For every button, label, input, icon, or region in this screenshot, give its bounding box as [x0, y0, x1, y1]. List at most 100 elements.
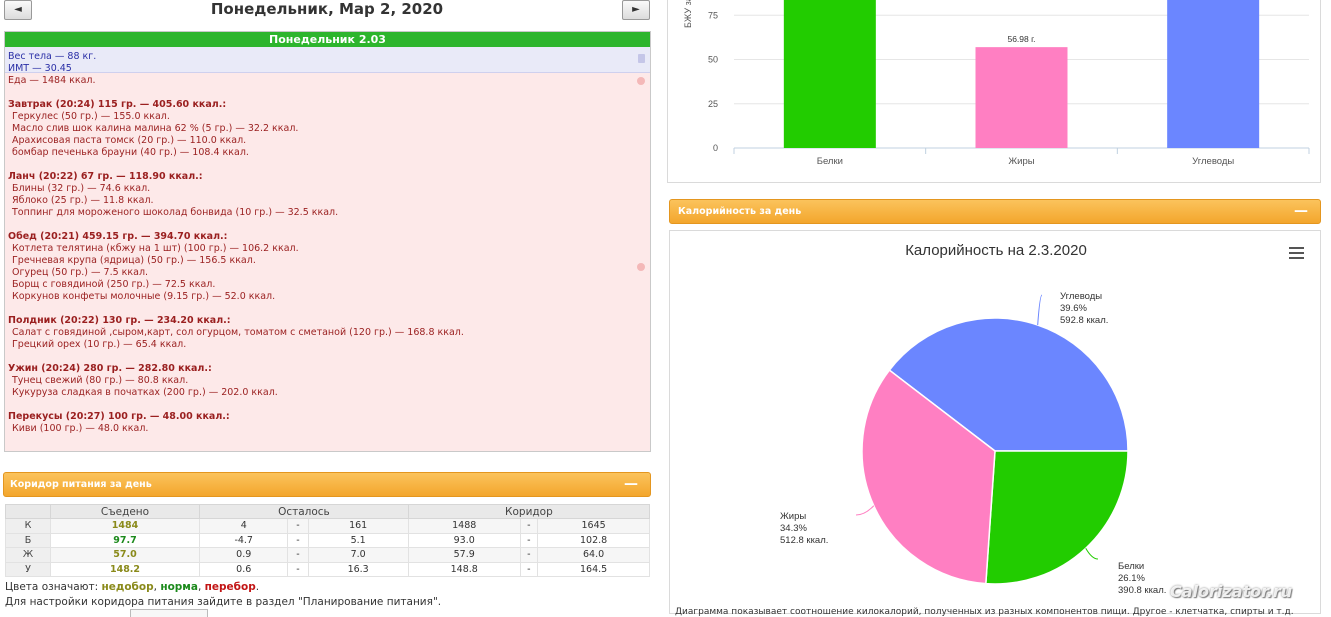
slice-label: 512.8 ккал. — [780, 535, 828, 546]
legend-norm: норма — [160, 581, 198, 593]
slice-label: 390.8 ккал. — [1118, 585, 1166, 596]
legend-end: . — [255, 581, 260, 593]
next-day-button[interactable]: ► — [622, 0, 650, 20]
range-dash: - — [519, 547, 539, 563]
food-item[interactable]: Топпинг для мороженого шоколад бонвида (… — [12, 207, 339, 218]
meal-block: Завтрак (20:24) 115 гр. — 405.60 ккал.: Г… — [8, 99, 650, 159]
food-item[interactable]: Блины (32 гр.) — 74.6 ккал. — [12, 183, 151, 194]
slice-label: 34.3% — [780, 523, 807, 534]
eaten-value: 57.0 — [50, 547, 200, 563]
food-item[interactable]: Котлета телятина (кбжу на 1 шт) (100 гр.… — [12, 243, 299, 254]
slice-label: Белки — [1118, 561, 1144, 572]
corridor-max: 102.8 — [537, 532, 650, 548]
eaten-value: 148.2 — [50, 561, 200, 577]
column-header: Осталось — [199, 504, 409, 519]
food-item[interactable]: Гречневая крупа (ядрица) (50 гр.) — 156.… — [12, 255, 256, 266]
food-item[interactable]: Кукуруза сладкая в початках (200 гр.) — … — [12, 387, 278, 398]
color-legend: Цвета означают: недобор, норма, перебор. — [5, 581, 259, 593]
food-item[interactable]: Киви (100 гр.) — 48.0 ккал. — [12, 423, 149, 434]
corridor-min: 57.9 — [407, 547, 521, 563]
slice-label: Углеводы — [1060, 291, 1102, 302]
corridor-max: 1645 — [537, 518, 650, 534]
calories-pie-chart: Калорийность на 2.3.2020 Углеводы39.6%592… — [780, 242, 1166, 596]
settings-note: Для настройки коридора питания зайдите в… — [5, 596, 442, 608]
eaten-value: 97.7 — [50, 532, 200, 548]
food-item[interactable]: Салат с говядиной ,сыром,карт, сол огурц… — [12, 327, 464, 338]
corridor-min: 148.8 — [407, 561, 521, 577]
menu-icon[interactable] — [1289, 247, 1304, 259]
pie-slice[interactable] — [861, 369, 996, 585]
connector-line — [1085, 547, 1099, 560]
legend-prefix: Цвета означают: — [5, 581, 99, 593]
table-row: К 1484 4-161 1488-1645 — [5, 518, 650, 534]
bar[interactable] — [975, 47, 1068, 148]
slice-label: 592.8 ккал. — [1060, 315, 1108, 326]
collapse-icon[interactable]: — — [1294, 203, 1308, 219]
calories-panel-header[interactable]: Калорийность за день — — [669, 199, 1321, 224]
delete-icon[interactable] — [637, 77, 645, 85]
meal-title[interactable]: Перекусы (20:27) 100 гр. — 48.00 ккал.: — [8, 411, 230, 422]
meal-block: Ланч (20:22) 67 гр. — 118.90 ккал.: Блины… — [8, 171, 650, 219]
x-tick-label: Жиры — [1008, 156, 1034, 167]
food-item[interactable]: бомбар печенька брауни (40 гр.) — 108.4 … — [12, 147, 249, 158]
food-item[interactable]: Арахисовая паста томск (20 гр.) — 110.0 … — [12, 135, 247, 146]
food-item[interactable]: Яблоко (25 гр.) — 11.8 ккал. — [12, 195, 154, 206]
delete-icon[interactable] — [638, 54, 645, 63]
range-dash: - — [519, 518, 539, 534]
collapse-icon[interactable]: — — [624, 476, 638, 492]
chart-note: Диаграмма показывает соотношение килокал… — [675, 607, 1294, 617]
corridor-min: 93.0 — [407, 532, 521, 548]
y-tick-label: 0 — [713, 143, 718, 153]
data-label: 56.98 г. — [1007, 34, 1035, 44]
eaten-value: 1484 — [50, 518, 200, 534]
corridor-panel-header[interactable]: Коридор питания за день — — [3, 472, 651, 497]
x-tick-label: Белки — [817, 156, 843, 167]
tab-stub[interactable] — [130, 609, 208, 617]
food-item[interactable]: Геркулес (50 гр.) — 155.0 ккал. — [12, 111, 170, 122]
slice-label: 26.1% — [1118, 573, 1145, 584]
y-axis-label: БЖУ за день — [683, 0, 693, 28]
bmi-value: ИМТ — 30.45 — [8, 63, 72, 74]
meal-block: Полдник (20:22) 130 гр. — 234.20 ккал.: С… — [8, 315, 650, 351]
remaining-max: 161 — [307, 518, 409, 534]
connector-line — [855, 505, 875, 516]
corridor-max: 164.5 — [537, 561, 650, 577]
slice-label: 39.6% — [1060, 303, 1087, 314]
pie-slice[interactable] — [888, 317, 1129, 452]
food-item[interactable]: Коркунов конфеты молочные (9.15 гр.) — 5… — [12, 291, 276, 302]
meal-title[interactable]: Завтрак (20:24) 115 гр. — 405.60 ккал.: — [8, 99, 227, 110]
remaining-max: 7.0 — [307, 547, 409, 563]
watermark: Calorizator.ru — [1170, 582, 1293, 601]
meal-list: Завтрак (20:24) 115 гр. — 405.60 ккал.: Г… — [8, 99, 650, 435]
meal-title[interactable]: Ланч (20:22) 67 гр. — 118.90 ккал.: — [8, 171, 203, 182]
macros-bar-chart: 0 25 50 75 БЖУ за день Белки Жиры 56.98 г. Углев… — [683, 0, 1310, 167]
delete-icon[interactable] — [637, 263, 645, 271]
meal-title[interactable]: Ужин (20:24) 280 гр. — 282.80 ккал.: — [8, 363, 212, 374]
table-row: Ж 57.0 0.9-7.0 57.9-64.0 — [5, 547, 650, 563]
meal-title[interactable]: Полдник (20:22) 130 гр. — 234.20 ккал.: — [8, 315, 231, 326]
remaining-max: 5.1 — [307, 532, 409, 548]
legend-under: недобор — [101, 581, 154, 593]
chart-title: Калорийность на 2.3.2020 — [905, 242, 1087, 259]
body-weight: Вес тела — 88 кг. — [8, 51, 97, 62]
legend-over: перебор — [204, 581, 256, 593]
x-tick-label: Углеводы — [1192, 156, 1234, 167]
slice-label: Жиры — [780, 511, 806, 522]
bar[interactable] — [783, 0, 876, 148]
meal-title[interactable]: Обед (20:21) 459.15 гр. — 394.70 ккал.: — [8, 231, 228, 242]
bar[interactable] — [1167, 0, 1260, 148]
food-item[interactable]: Тунец свежий (80 гр.) — 80.8 ккал. — [12, 375, 189, 386]
y-tick-label: 50 — [708, 55, 718, 65]
food-item[interactable]: Борщ с говядиной (250 гр.) — 72.5 ккал. — [12, 279, 216, 290]
prev-day-button[interactable]: ◄ — [4, 0, 32, 20]
corridor-max: 64.0 — [537, 547, 650, 563]
column-header: Съедено — [50, 504, 200, 519]
y-tick-label: 75 — [708, 10, 718, 20]
pie-slice[interactable] — [985, 450, 1129, 585]
meal-block: Перекусы (20:27) 100 гр. — 48.00 ккал.: К… — [8, 411, 650, 435]
food-item[interactable]: Огурец (50 гр.) — 7.5 ккал. — [12, 267, 149, 278]
meal-block: Ужин (20:24) 280 гр. — 282.80 ккал.: Туне… — [8, 363, 650, 399]
remaining-min: -4.7 — [198, 532, 289, 548]
food-item[interactable]: Масло слив шок калина малина 62 % (5 гр.… — [12, 123, 299, 134]
food-item[interactable]: Грецкий орех (10 гр.) — 65.4 ккал. — [12, 339, 187, 350]
